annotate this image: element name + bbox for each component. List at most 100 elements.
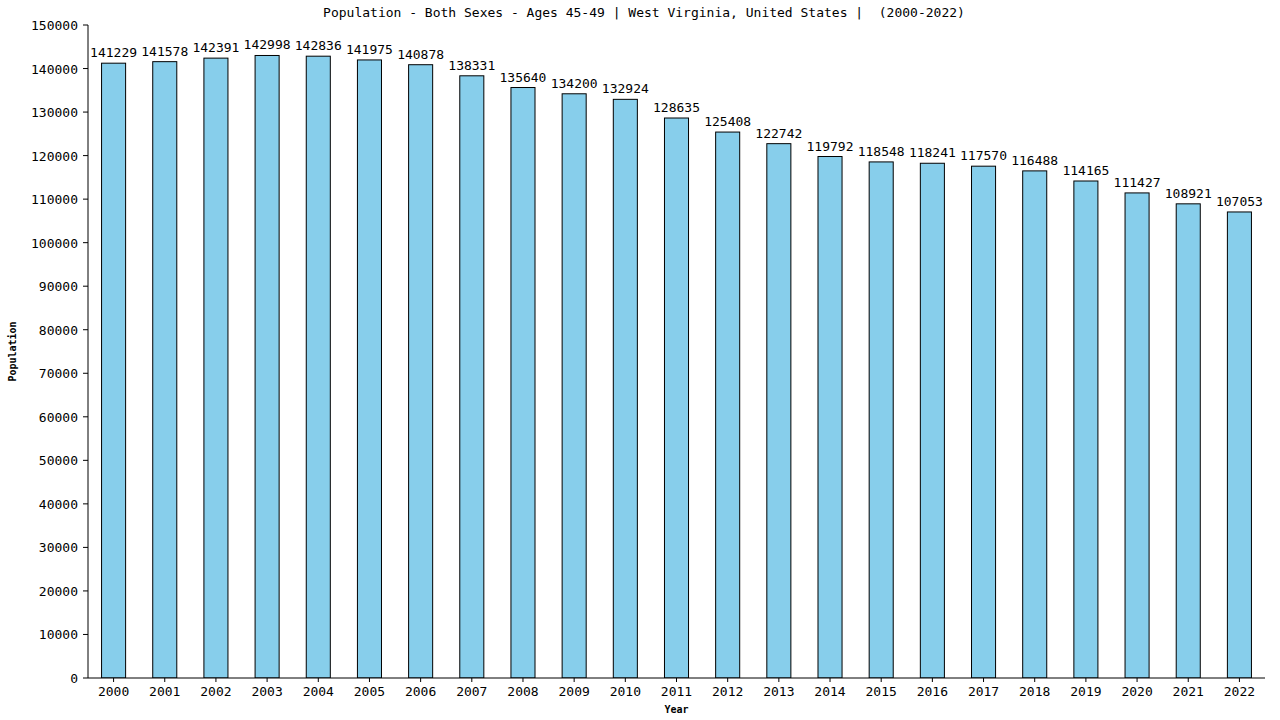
y-tick-label: 150000 (31, 18, 78, 33)
x-tick-label: 2021 (1173, 684, 1204, 699)
y-tick-label: 50000 (39, 453, 78, 468)
x-tick (1034, 678, 1035, 682)
bar (102, 63, 126, 678)
bar (1125, 193, 1149, 678)
x-tick-label: 2022 (1224, 684, 1255, 699)
x-tick-label: 2020 (1121, 684, 1152, 699)
y-tick-label: 130000 (31, 105, 78, 120)
bar (204, 58, 228, 678)
data-label: 114165 (1062, 163, 1109, 178)
x-tick (267, 678, 268, 682)
x-axis-title: Year (664, 704, 688, 715)
data-label: 140878 (397, 47, 444, 62)
data-label: 119792 (807, 139, 854, 154)
bar (972, 166, 996, 678)
bar (255, 55, 279, 678)
data-label: 142391 (192, 40, 239, 55)
data-label: 142998 (244, 37, 291, 52)
x-tick (778, 678, 779, 682)
y-tick (83, 25, 88, 26)
bar (562, 94, 586, 678)
y-tick-label: 20000 (39, 584, 78, 599)
y-tick (83, 373, 88, 374)
x-tick-label: 2011 (661, 684, 692, 699)
bar (153, 62, 177, 678)
x-tick-label: 2003 (251, 684, 282, 699)
x-tick-label: 2009 (558, 684, 589, 699)
x-tick-label: 2017 (968, 684, 999, 699)
y-tick-label: 60000 (39, 410, 78, 425)
x-tick (676, 678, 677, 682)
x-tick-label: 2000 (98, 684, 129, 699)
data-label: 122742 (755, 126, 802, 141)
y-tick (83, 286, 88, 287)
x-tick-label: 2010 (610, 684, 641, 699)
data-label: 107053 (1216, 194, 1263, 209)
x-tick (830, 678, 831, 682)
x-tick-label: 2001 (149, 684, 180, 699)
bar (767, 144, 791, 678)
x-axis (88, 678, 1265, 679)
x-tick-label: 2008 (507, 684, 538, 699)
x-tick-label: 2004 (303, 684, 334, 699)
y-tick (83, 547, 88, 548)
y-tick-label: 110000 (31, 192, 78, 207)
data-label: 116488 (1011, 153, 1058, 168)
bar (664, 118, 688, 678)
bar (357, 60, 381, 678)
bar (1176, 204, 1200, 678)
y-tick (83, 460, 88, 461)
x-tick-label: 2016 (917, 684, 948, 699)
x-tick-label: 2006 (405, 684, 436, 699)
y-tick-label: 90000 (39, 279, 78, 294)
x-tick (1137, 678, 1138, 682)
y-tick-label: 30000 (39, 540, 78, 555)
bar (460, 76, 484, 678)
y-tick-label: 100000 (31, 236, 78, 251)
y-tick (83, 503, 88, 504)
y-tick (83, 155, 88, 156)
y-tick-label: 80000 (39, 323, 78, 338)
data-label: 128635 (653, 100, 700, 115)
bar (613, 99, 637, 678)
data-label: 117570 (960, 148, 1007, 163)
chart-svg: Population - Both Sexes - Ages 45-49 | W… (0, 0, 1280, 720)
x-tick (522, 678, 523, 682)
x-tick (1085, 678, 1086, 682)
y-tick (83, 416, 88, 417)
data-label: 135640 (499, 70, 546, 85)
data-label: 141578 (141, 44, 188, 59)
x-tick (113, 678, 114, 682)
y-tick (83, 112, 88, 113)
x-tick (215, 678, 216, 682)
y-axis-title: Population (7, 321, 18, 381)
bar (920, 163, 944, 678)
data-label: 141975 (346, 42, 393, 57)
y-tick-label: 120000 (31, 149, 78, 164)
x-tick (983, 678, 984, 682)
y-tick (83, 590, 88, 591)
x-tick-label: 2019 (1070, 684, 1101, 699)
x-tick-label: 2013 (763, 684, 794, 699)
bar (409, 65, 433, 678)
data-label: 134200 (551, 76, 598, 91)
y-tick-label: 10000 (39, 627, 78, 642)
x-tick (1239, 678, 1240, 682)
chart-container: Population - Both Sexes - Ages 45-49 | W… (0, 0, 1280, 720)
data-label: 132924 (602, 81, 649, 96)
data-label: 111427 (1114, 175, 1161, 190)
bar (306, 56, 330, 678)
y-tick (83, 329, 88, 330)
y-tick (83, 199, 88, 200)
data-label: 118548 (858, 144, 905, 159)
y-tick-label: 40000 (39, 497, 78, 512)
y-tick-label: 0 (70, 671, 78, 686)
x-tick-label: 2014 (814, 684, 845, 699)
data-label: 118241 (909, 145, 956, 160)
x-tick (932, 678, 933, 682)
x-tick-label: 2002 (200, 684, 231, 699)
y-tick (83, 242, 88, 243)
x-tick (574, 678, 575, 682)
x-tick-label: 2012 (712, 684, 743, 699)
data-label: 138331 (448, 58, 495, 73)
